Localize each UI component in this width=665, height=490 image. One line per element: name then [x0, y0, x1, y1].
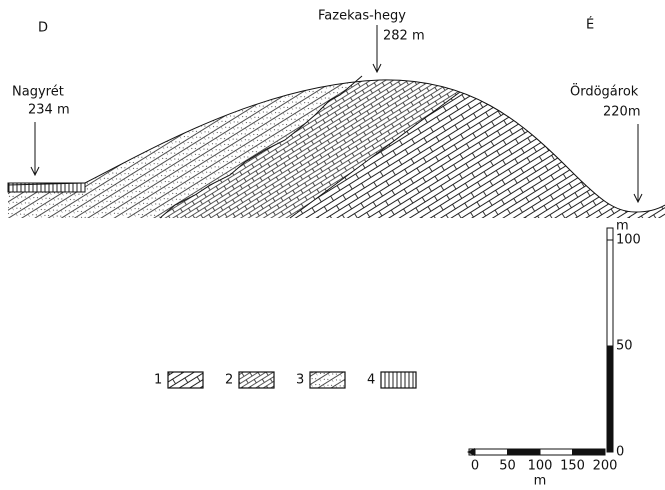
tick-label: 50 — [616, 339, 633, 354]
arrow — [31, 122, 39, 175]
legend-number: 2 — [225, 373, 233, 388]
site-elevation: 220m — [603, 105, 640, 120]
legend-swatch — [310, 372, 345, 388]
legend: 1 2 3 4 — [154, 372, 416, 388]
tick-label: 50 — [499, 459, 516, 474]
scale-segment — [573, 449, 606, 455]
arrow — [634, 124, 642, 202]
tick-label: 200 — [593, 459, 618, 474]
cross-section: D É Fazekas-hegy 282 m Nagyrét 234 m Örd… — [0, 0, 665, 490]
arrow — [373, 25, 381, 72]
direction-left: D — [38, 21, 48, 36]
scale-segment — [508, 449, 541, 455]
scale-unit: m — [534, 474, 547, 489]
tick-label: 100 — [528, 459, 553, 474]
peak-elevation: 282 m — [383, 29, 425, 44]
legend-swatch — [168, 372, 203, 388]
site-name: Ördögárok — [570, 83, 639, 100]
site-name: Nagyrét — [12, 85, 64, 100]
legend-number: 3 — [296, 373, 304, 388]
legend-number: 4 — [367, 373, 375, 388]
tick-label: 0 — [471, 459, 479, 474]
scale-unit: m — [616, 219, 629, 234]
tick-label: 0 — [616, 445, 624, 460]
tick-label: 100 — [616, 233, 641, 248]
site-elevation: 234 m — [28, 103, 70, 118]
peak-name: Fazekas-hegy — [318, 9, 406, 24]
scale-segment — [607, 346, 613, 452]
tick-label: 150 — [560, 459, 585, 474]
legend-number: 1 — [154, 373, 162, 388]
direction-right: É — [586, 17, 594, 33]
legend-swatch — [239, 372, 274, 388]
legend-swatch — [381, 372, 416, 388]
section-fill — [0, 0, 665, 230]
